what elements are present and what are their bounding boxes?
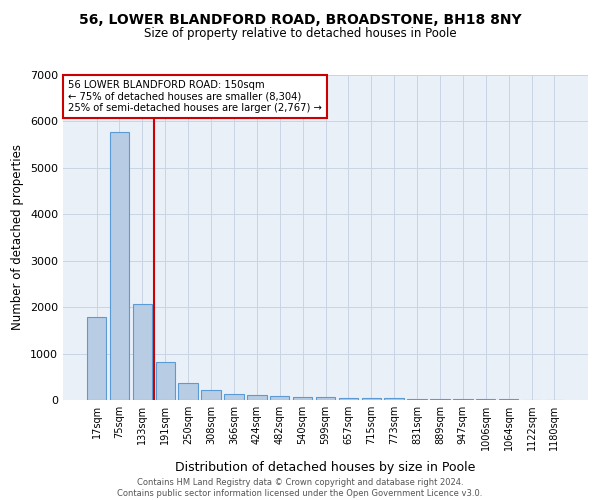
Text: 56, LOWER BLANDFORD ROAD, BROADSTONE, BH18 8NY: 56, LOWER BLANDFORD ROAD, BROADSTONE, BH…: [79, 12, 521, 26]
Text: Contains HM Land Registry data © Crown copyright and database right 2024.
Contai: Contains HM Land Registry data © Crown c…: [118, 478, 482, 498]
Bar: [430, 399, 449, 400]
Bar: [155, 362, 175, 400]
Text: Size of property relative to detached houses in Poole: Size of property relative to detached ho…: [143, 28, 457, 40]
Bar: [385, 398, 404, 400]
Bar: [338, 398, 358, 400]
Bar: [407, 398, 427, 400]
X-axis label: Distribution of detached houses by size in Poole: Distribution of detached houses by size …: [175, 462, 476, 474]
Bar: [133, 304, 152, 400]
Bar: [453, 399, 473, 400]
Text: 56 LOWER BLANDFORD ROAD: 150sqm
← 75% of detached houses are smaller (8,304)
25%: 56 LOWER BLANDFORD ROAD: 150sqm ← 75% of…: [68, 80, 322, 113]
Bar: [270, 396, 289, 400]
Y-axis label: Number of detached properties: Number of detached properties: [11, 144, 25, 330]
Bar: [110, 132, 129, 400]
Bar: [178, 383, 198, 400]
Bar: [316, 397, 335, 400]
Bar: [87, 318, 106, 400]
Bar: [247, 396, 266, 400]
Bar: [224, 394, 244, 400]
Bar: [362, 398, 381, 400]
Bar: [202, 390, 221, 400]
Bar: [293, 396, 313, 400]
